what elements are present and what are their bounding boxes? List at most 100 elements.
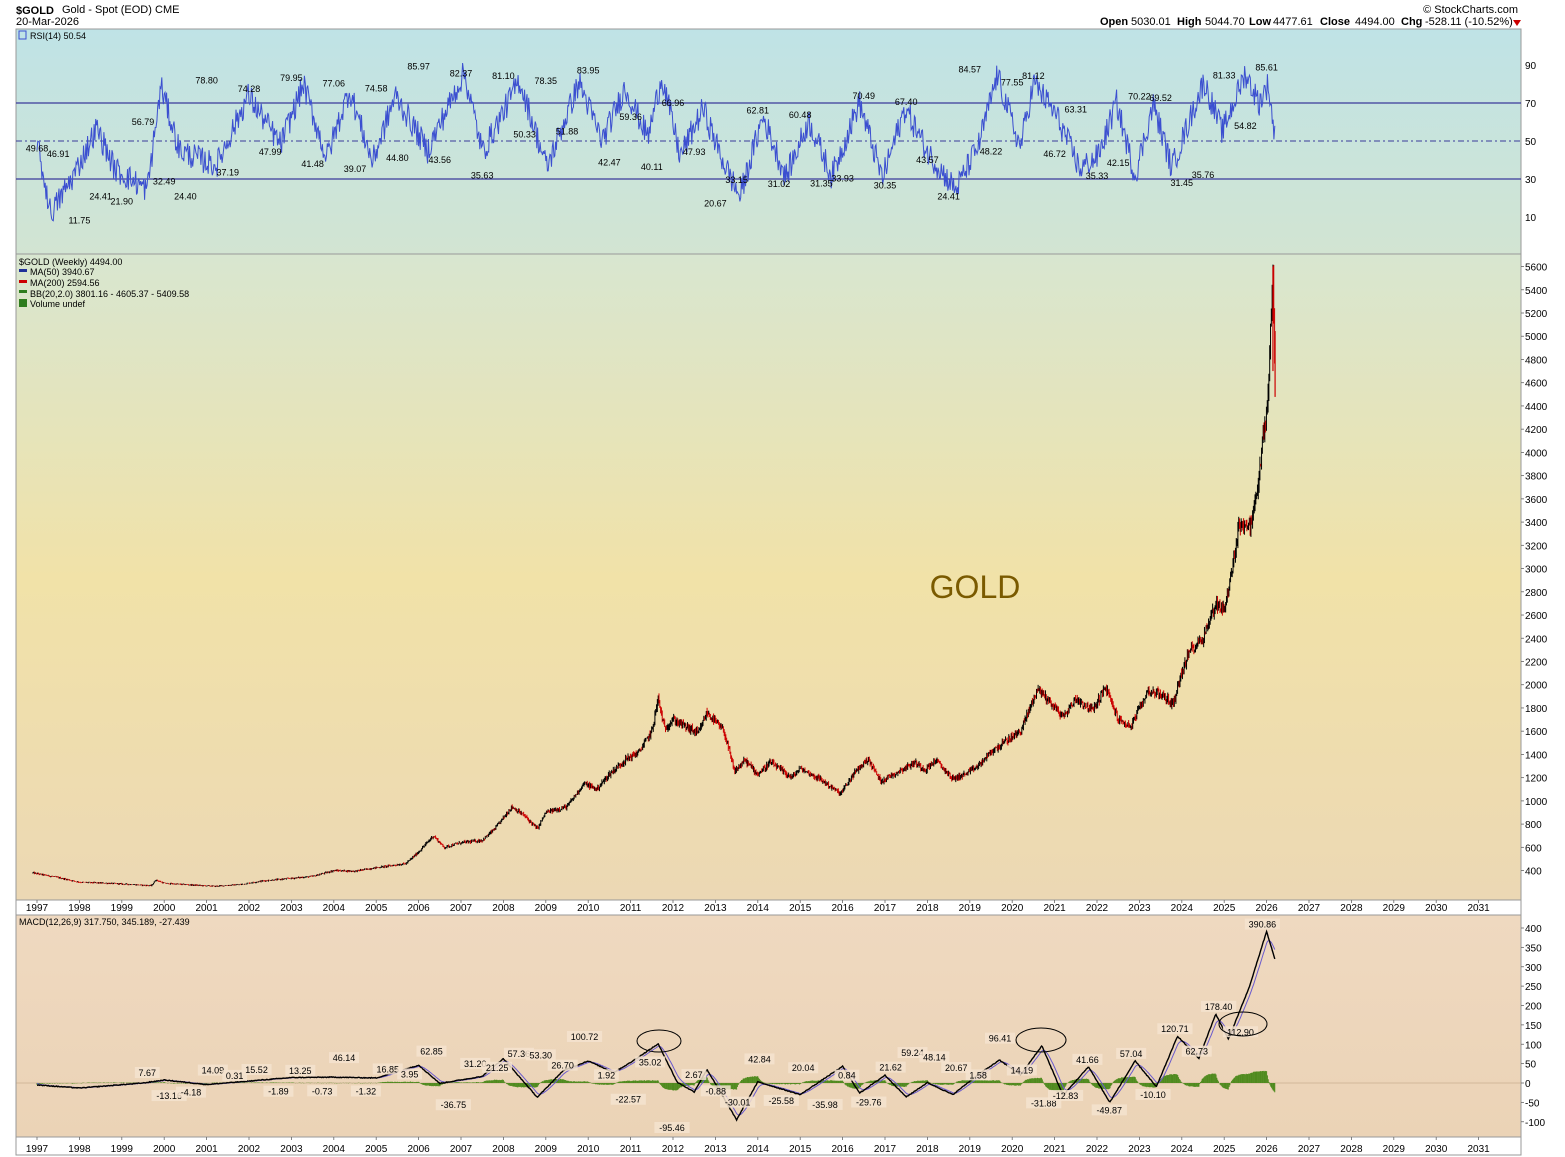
x-tick-label: 1999 (111, 1144, 134, 1155)
macd-label-bg (263, 1085, 294, 1097)
macd-label-bg (503, 1047, 534, 1059)
rsi-value-label: 84.57 (959, 64, 982, 74)
x-tick-label: 2023 (1128, 1144, 1151, 1155)
macd-label-bg (681, 1068, 707, 1080)
macd-value-label: 26.70 (551, 1061, 574, 1071)
macd-label-bg (1157, 1023, 1193, 1035)
rsi-value-label: 74.58 (365, 83, 388, 93)
close-label: Close (1320, 16, 1350, 28)
x-tick-label: 2008 (492, 903, 515, 914)
macd-value-label: 48.14 (923, 1052, 946, 1062)
x-tick-label: 2014 (747, 903, 770, 914)
rsi-legend: RSI(14) 50.54 (18, 30, 86, 41)
rsi-value-label: 20.67 (704, 199, 727, 209)
rsi-line (36, 62, 1276, 222)
macd-value-label: -95.46 (659, 1123, 685, 1133)
macd-value-label: 112.90 (1227, 1027, 1254, 1037)
x-tick-label: 2024 (1171, 1144, 1194, 1155)
x-tick-label: 2026 (1255, 1144, 1278, 1155)
x-tick-label: 2018 (916, 903, 939, 914)
macd-label-bg (1006, 1064, 1037, 1076)
macd-tick: 250 (1525, 982, 1542, 993)
x-tick-label: 2001 (195, 903, 218, 914)
x-tick-label: 2003 (280, 903, 303, 914)
rsi-value-label: 60.48 (789, 110, 812, 120)
rsi-value-label: 49.68 (26, 144, 49, 154)
macd-y-axis: 400 350 300 250 200 150 100 50 0 -50 -100 (1521, 924, 1545, 1129)
macd-value-label: 35.02 (639, 1057, 662, 1067)
macd-label-bg (525, 1049, 556, 1061)
macd-value-label: 59.24 (901, 1048, 924, 1058)
volume-legend-text: Volume undef (30, 299, 86, 309)
rsi-value-label: 39.07 (344, 164, 367, 174)
rsi-value-label: 69.52 (1149, 93, 1172, 103)
macd-label-bg (1222, 1026, 1259, 1038)
price-tick: 2400 (1525, 634, 1548, 645)
x-tick-label: 2000 (153, 903, 176, 914)
price-tick: 5400 (1525, 286, 1548, 297)
x-tick-label: 2011 (620, 1144, 642, 1155)
macd-label-bg (635, 1056, 666, 1068)
price-tick: 1000 (1525, 797, 1548, 808)
macd-tick: -50 (1525, 1098, 1540, 1109)
macd-label-bg (285, 1064, 316, 1076)
price-plot (32, 264, 1276, 888)
rsi-tick: 50 (1525, 137, 1537, 148)
x-tick-label: 2024 (1171, 903, 1194, 914)
macd-label-bg (307, 1085, 338, 1097)
macd-label-bg (241, 1063, 272, 1075)
x-tick-label: 2021 (1043, 903, 1066, 914)
x-tick-label: 2001 (195, 1144, 218, 1155)
bb-legend-icon (19, 290, 27, 293)
macd-tick: 50 (1525, 1060, 1537, 1071)
description-label: Gold - Spot (EOD) (62, 4, 152, 16)
x-tick-label: 1997 (26, 903, 49, 914)
macd-label-bg (460, 1057, 491, 1069)
x-tick-label: 2005 (365, 903, 388, 914)
price-tick: 1400 (1525, 750, 1548, 761)
macd-value-label: 41.66 (1076, 1055, 1099, 1065)
rsi-value-label: 33.15 (725, 175, 748, 185)
x-tick-label: 2015 (789, 903, 812, 914)
x-tick-label: 2018 (916, 1144, 939, 1155)
symbol-label: $GOLD (16, 5, 54, 17)
price-tick: 400 (1525, 867, 1542, 878)
rsi-value-label: 85.97 (407, 62, 430, 72)
macd-label-bg (1026, 1097, 1062, 1109)
rsi-value-label: 31.45 (1171, 178, 1194, 188)
price-y-axis: 5600 5400 5200 5000 4800 4600 4400 4200 4000 3800… (1521, 263, 1548, 878)
x-tick-label: 2007 (450, 903, 473, 914)
macd-label-bg (1244, 918, 1280, 930)
macd-label-bg (610, 1093, 646, 1105)
price-tick: 3400 (1525, 518, 1548, 529)
x-tick-label: 2030 (1425, 903, 1448, 914)
rsi-value-label: 44.80 (386, 153, 409, 163)
macd-label-bg (941, 1061, 972, 1073)
rsi-value-label: 24.41 (89, 192, 112, 202)
macd-value-label: -1.32 (356, 1087, 377, 1097)
x-tick-label: 2011 (620, 903, 642, 914)
rsi-legend-text: RSI(14) 50.54 (30, 31, 86, 41)
price-panel (15, 253, 1522, 901)
macd-label-bg (700, 1085, 731, 1097)
macd-value-label: 1.92 (598, 1070, 616, 1080)
rsi-value-label: 77.55 (1001, 78, 1024, 88)
exchange-label: CME (155, 4, 179, 16)
rsi-value-label: 24.41 (937, 192, 960, 202)
macd-value-label: -13.16 (156, 1091, 182, 1101)
rsi-value-label: 46.91 (47, 149, 70, 159)
macd-value-label: 15.52 (245, 1065, 268, 1075)
macd-value-label: 20.67 (945, 1063, 968, 1073)
rsi-value-label: 24.40 (174, 192, 197, 202)
rsi-value-label: 42.47 (598, 157, 621, 167)
x-tick-label: 2029 (1383, 903, 1406, 914)
price-tick: 2600 (1525, 611, 1548, 622)
macd-circle-annotation (1218, 1011, 1268, 1037)
macd-value-label: -22.57 (616, 1095, 642, 1105)
rsi-value-label: 11.75 (68, 216, 90, 226)
x-tick-label: 2028 (1340, 903, 1363, 914)
low-label: Low (1249, 16, 1271, 28)
price-tick: 2800 (1525, 588, 1548, 599)
x-tick-label: 2027 (1298, 903, 1321, 914)
macd-value-label: 57.36 (508, 1049, 531, 1059)
